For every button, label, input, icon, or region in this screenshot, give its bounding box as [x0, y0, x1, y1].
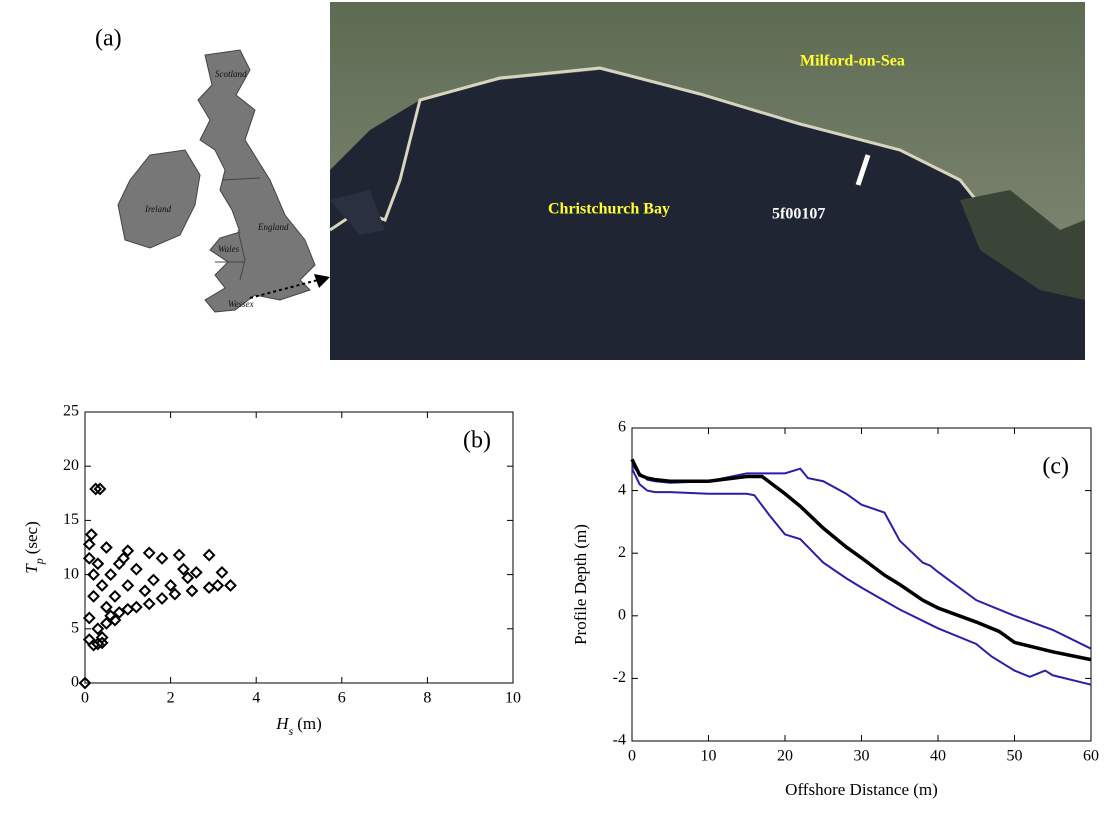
axis-label: Hs (m)	[275, 714, 322, 738]
point	[215, 566, 229, 579]
point	[82, 551, 96, 565]
place-label: 5f00107	[772, 206, 825, 223]
point	[155, 592, 169, 605]
point	[82, 611, 96, 625]
y-tick-label: 4	[618, 481, 626, 498]
point	[87, 568, 100, 582]
point	[95, 636, 109, 650]
point	[142, 546, 156, 560]
x-tick-label: 10	[505, 690, 521, 707]
line	[631, 468, 1092, 686]
point	[99, 541, 113, 554]
point	[93, 482, 107, 496]
x-tick-label: 4	[252, 690, 260, 707]
point	[138, 584, 152, 598]
plot-frame	[631, 427, 1092, 742]
x-tick-label: 40	[930, 748, 946, 765]
region-label: Wales	[218, 244, 240, 254]
point	[108, 589, 122, 603]
y-tick-label: 20	[63, 457, 79, 474]
x-tick-label: 50	[1007, 748, 1023, 765]
point	[129, 562, 143, 576]
uk-map	[117, 49, 316, 313]
axis-label: Tp (sec)	[22, 521, 46, 574]
point	[104, 568, 118, 582]
point	[142, 597, 156, 611]
region-label: Scotland	[215, 69, 247, 79]
point	[224, 579, 237, 592]
point	[172, 548, 186, 562]
x-tick-label: 0	[628, 748, 636, 765]
x-tick-label: 2	[167, 690, 175, 707]
point	[155, 551, 169, 565]
panel-label: (a)	[95, 26, 122, 52]
axis-label-part: p	[32, 558, 46, 565]
x-tick-label: 10	[701, 748, 717, 765]
point	[112, 606, 126, 619]
panel-label: (c)	[1042, 454, 1069, 480]
point	[168, 587, 182, 601]
place-label: Christchurch Bay	[548, 201, 670, 218]
x-tick-label: 6	[338, 690, 346, 707]
region-label: Ireland	[144, 204, 172, 214]
region-label: Wessex	[228, 299, 254, 309]
point	[177, 562, 190, 576]
place-label: Milford-on-Sea	[800, 53, 905, 70]
x-axis-label: Offshore Distance (m)	[785, 780, 938, 799]
panel-label: (b)	[463, 428, 491, 454]
y-tick-label: -2	[613, 669, 626, 686]
arrow-head	[314, 274, 330, 288]
y-tick-label: 0	[71, 674, 79, 691]
plot-frame	[84, 411, 514, 684]
point	[189, 566, 203, 579]
point	[89, 482, 103, 496]
line	[630, 458, 1092, 662]
x-tick-label: 30	[854, 748, 870, 765]
point	[117, 551, 130, 565]
point	[87, 589, 100, 603]
x-tick-label: 8	[423, 690, 431, 707]
point	[91, 557, 105, 571]
point	[121, 579, 135, 592]
point	[108, 613, 122, 627]
axis-label-part: s	[289, 724, 294, 738]
point	[95, 579, 109, 592]
axis-label-part: (sec)	[22, 521, 41, 554]
point	[185, 584, 199, 598]
y-tick-label: 6	[618, 419, 626, 436]
point	[164, 579, 178, 592]
point	[99, 600, 113, 614]
point	[147, 573, 160, 587]
satellite-image	[329, 2, 1086, 360]
point	[202, 548, 216, 562]
point	[95, 631, 109, 644]
axis-label-part: T	[22, 563, 41, 574]
y-tick-label: -4	[613, 732, 626, 749]
y-tick-label: 25	[63, 403, 79, 420]
point	[82, 537, 96, 551]
y-tick-label: 15	[63, 511, 79, 528]
y-axis-label: Profile Depth (m)	[571, 524, 590, 645]
y-tick-label: 5	[71, 619, 79, 636]
point	[129, 600, 143, 614]
site-marker	[855, 154, 871, 186]
y-tick-label: 2	[618, 544, 626, 561]
x-tick-label: 60	[1083, 748, 1099, 765]
axis-label-part: (m)	[297, 714, 322, 733]
point	[211, 579, 225, 592]
y-tick-label: 0	[618, 606, 626, 623]
point	[78, 676, 92, 690]
x-tick-label: 0	[81, 690, 89, 707]
y-tick-label: 10	[63, 565, 79, 582]
region-label: England	[257, 222, 289, 232]
point	[99, 616, 113, 630]
point	[85, 528, 98, 541]
point	[91, 622, 105, 636]
point	[121, 544, 135, 558]
x-tick-label: 20	[777, 748, 793, 765]
axis-label-part: H	[275, 714, 290, 733]
point	[181, 571, 195, 585]
